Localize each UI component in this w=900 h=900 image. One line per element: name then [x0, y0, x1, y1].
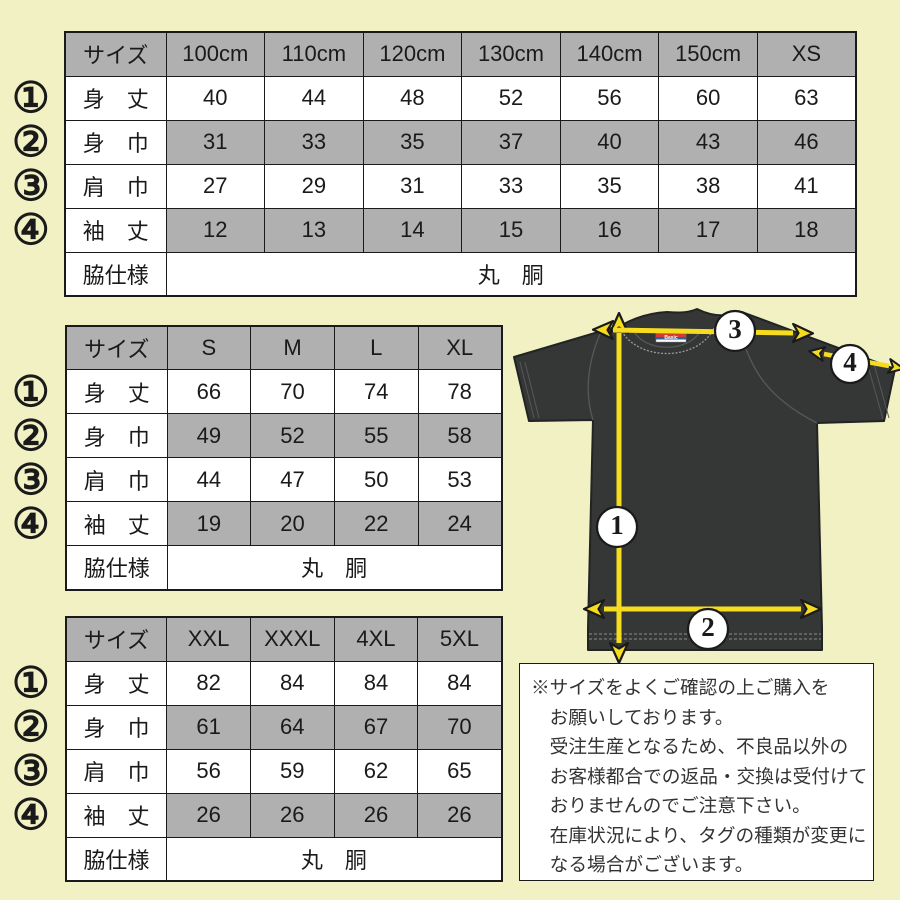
svg-text:2: 2: [701, 612, 715, 642]
svg-text:4: 4: [843, 347, 857, 377]
svg-text:Basic: Basic: [664, 335, 678, 341]
svg-text:3: 3: [728, 314, 742, 344]
svg-text:1: 1: [610, 510, 624, 540]
